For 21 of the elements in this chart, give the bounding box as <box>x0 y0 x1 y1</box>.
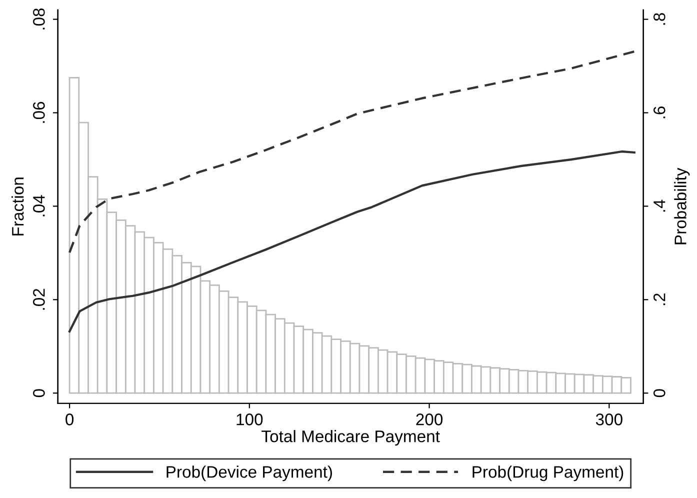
x-tick-label: 100 <box>236 414 263 426</box>
y2-tick-label: .4 <box>654 200 666 212</box>
y-tick-label: .08 <box>33 8 45 30</box>
y-tick-label: .02 <box>33 288 45 310</box>
y-tick-label: 0 <box>33 389 45 398</box>
y2-tick-label: .2 <box>653 294 666 306</box>
y-axis-title: Fraction <box>12 178 24 236</box>
y2-tick-label: .8 <box>653 13 666 25</box>
y2-tick-label: 0 <box>653 389 666 398</box>
y2-tick-label: .6 <box>653 106 666 118</box>
x-tick-label: 200 <box>416 414 443 426</box>
x-tick-label: 300 <box>596 414 622 426</box>
line-series <box>68 150 636 333</box>
x-axis-title: Total Medicare Payment <box>262 430 440 446</box>
line-series <box>68 50 636 254</box>
legend-label: Prob(Device Payment) <box>166 466 332 482</box>
x-tick-label: 0 <box>66 414 74 426</box>
y2-axis-title: Probability <box>674 168 690 244</box>
y-tick-label: .04 <box>33 195 45 216</box>
legend-label: Prob(Drug Payment) <box>472 466 624 482</box>
y-tick-label: .06 <box>33 102 45 123</box>
